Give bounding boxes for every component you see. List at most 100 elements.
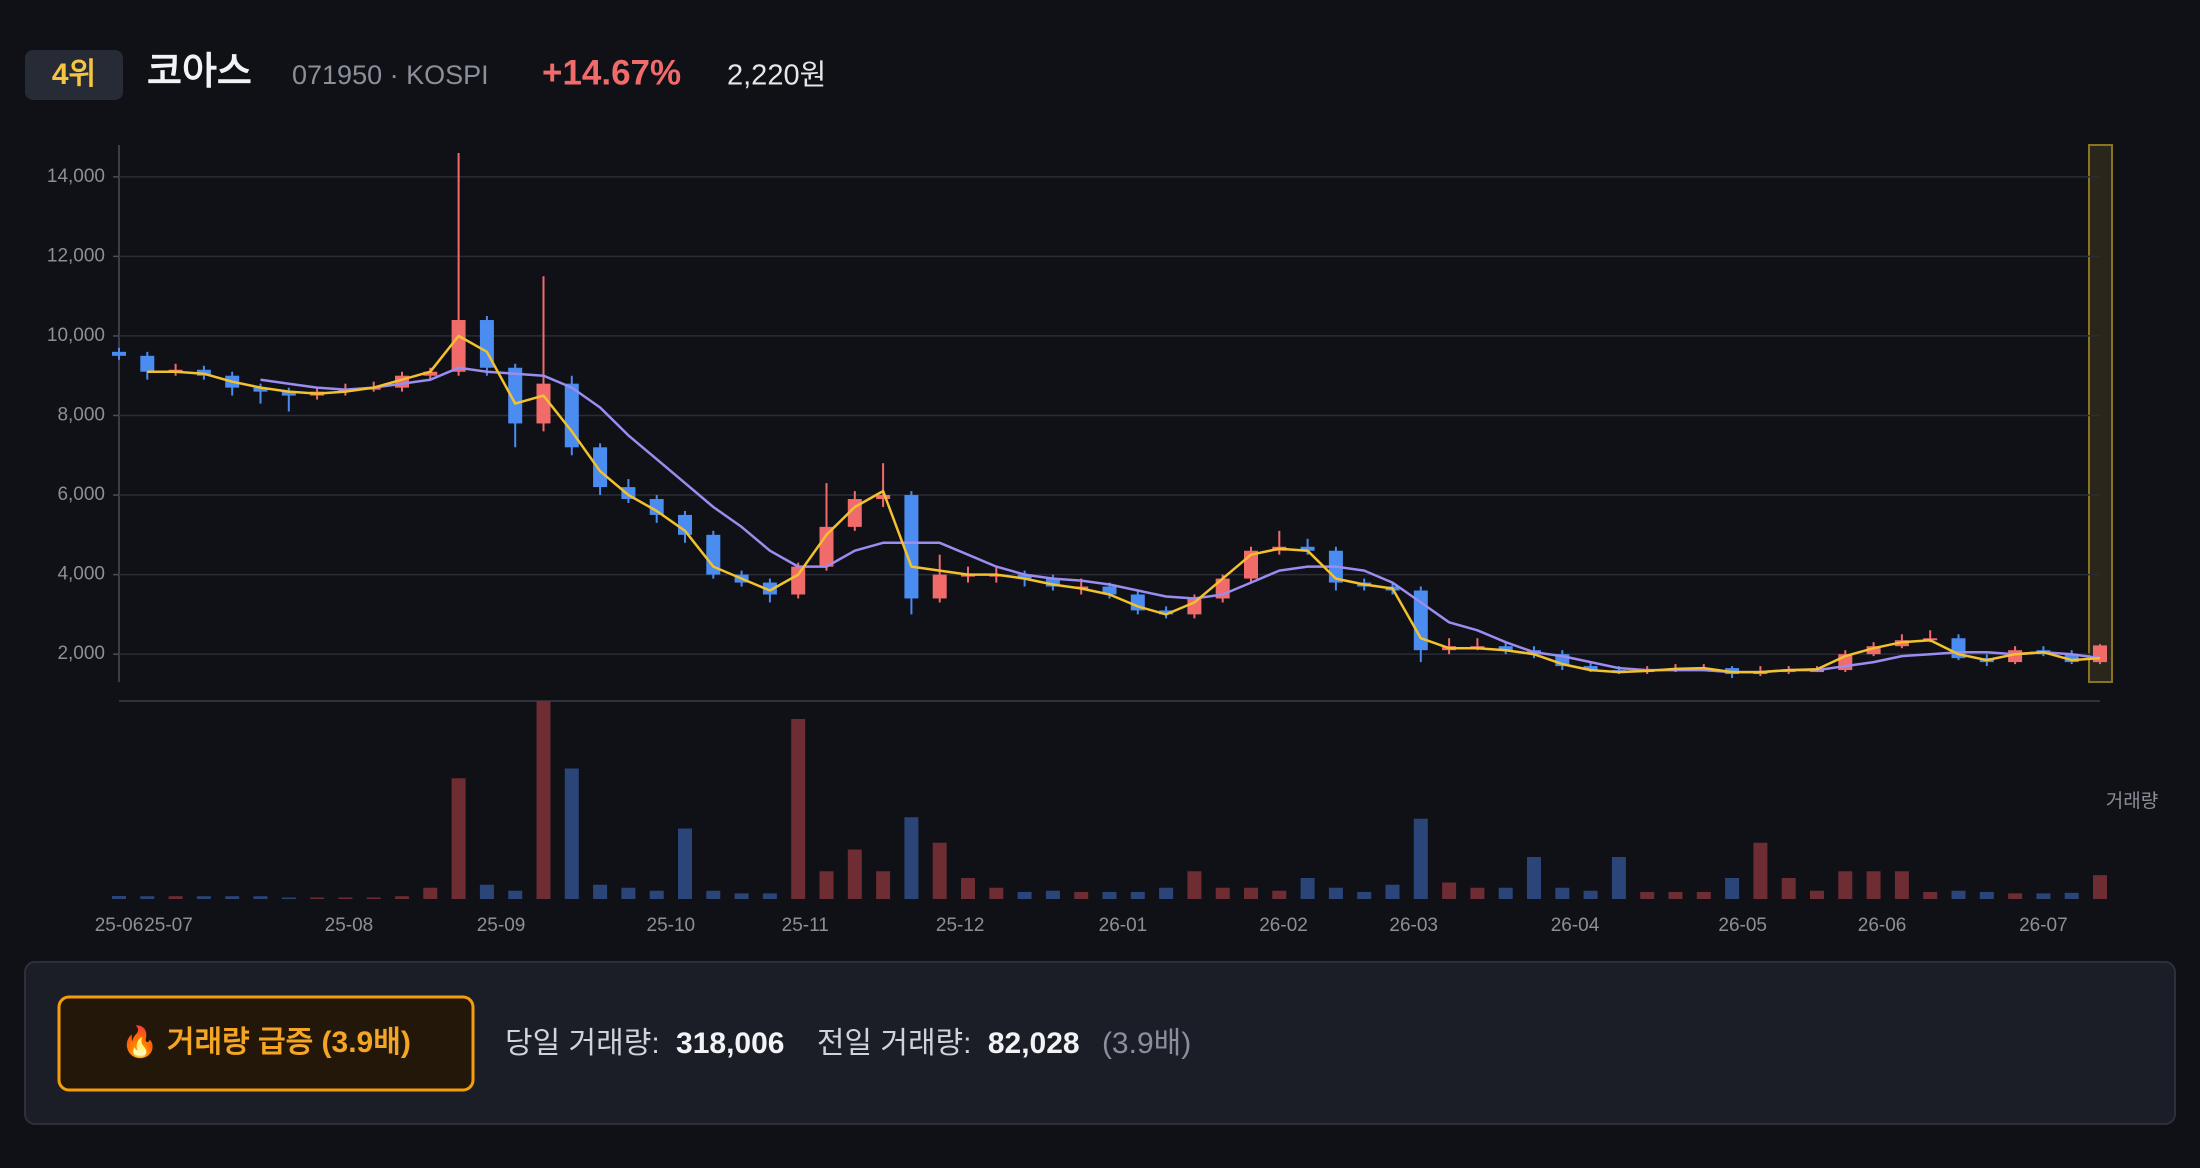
volume-bar <box>734 893 749 899</box>
volume-bar <box>253 896 268 899</box>
today-label: 당일 거래량: <box>505 1027 660 1060</box>
volume-bar <box>1244 887 1258 899</box>
x-tick-label: 26-03 <box>1389 915 1438 936</box>
volume-bar <box>196 896 211 899</box>
volume-bar <box>168 896 183 899</box>
today-highlight <box>2088 144 2113 683</box>
stock-code: 071950 · KOSPI <box>292 60 489 90</box>
volume-bar <box>2064 892 2079 899</box>
candle-body <box>593 447 608 488</box>
y-tick-label: 10,000 <box>47 325 105 346</box>
volume-label: 거래량 <box>2106 790 2158 812</box>
candle-body <box>932 574 947 599</box>
surge-text: 🔥 거래량 급증 (3.9배) <box>121 1024 411 1059</box>
x-tick-label: 25-12 <box>936 915 985 936</box>
volume-bar <box>1696 891 1711 899</box>
candle-body <box>281 391 296 396</box>
y-tick-label: 6,000 <box>57 484 105 505</box>
x-tick-label: 25-07 <box>144 915 193 936</box>
volume-bar <box>1979 891 1994 899</box>
candle-body <box>1102 586 1117 595</box>
volume-bar <box>1045 890 1060 899</box>
volume-bar <box>1894 871 1909 899</box>
candle-body <box>1017 574 1032 579</box>
volume-stats: 당일 거래량: 318,006 전일 거래량: 82,028 (3.9배) <box>505 1027 1191 1060</box>
candle-body <box>706 534 721 575</box>
volume-bar <box>1527 857 1541 899</box>
candle-body <box>451 320 466 372</box>
price: 2,220원 <box>727 60 826 92</box>
volume-bar <box>762 893 777 899</box>
rank: 4위 <box>52 58 96 91</box>
volume-bar <box>1498 887 1513 899</box>
candle-body <box>904 495 919 599</box>
volume-bar <box>1555 887 1570 899</box>
volume-bar <box>791 719 806 899</box>
y-tick-label: 8,000 <box>57 405 105 426</box>
candle-body <box>819 526 834 567</box>
x-tick-label: 26-07 <box>2019 915 2068 936</box>
volume-bar <box>1159 887 1174 899</box>
x-tick-label: 25-06 <box>95 915 144 936</box>
volume-bar <box>1130 891 1145 899</box>
volume-bar <box>1470 887 1485 899</box>
candle-body <box>140 355 155 372</box>
volume-bar <box>112 896 126 899</box>
volume-bar <box>1866 871 1881 899</box>
volume-bar <box>1385 884 1400 899</box>
x-tick-label: 26-01 <box>1099 915 1148 936</box>
x-tick-label: 26-05 <box>1718 915 1767 936</box>
ratio: (3.9배) <box>1102 1027 1191 1060</box>
volume-bar <box>479 884 494 899</box>
volume-bar <box>649 890 664 899</box>
candle-body <box>536 383 551 424</box>
candle-body <box>762 582 777 595</box>
y-tick-label: 2,000 <box>57 643 105 664</box>
y-tick-label: 12,000 <box>47 245 105 266</box>
prev-label: 전일 거래량: <box>817 1027 972 1060</box>
volume-bar <box>593 884 608 899</box>
volume-bar <box>904 817 919 899</box>
candle-body <box>1583 666 1598 671</box>
ma5-line <box>147 334 2101 674</box>
volume-bar <box>508 890 523 899</box>
volume-bar <box>1838 871 1853 899</box>
volume-bar <box>961 878 975 899</box>
candle-body <box>423 371 438 376</box>
x-tick-label: 25-09 <box>477 915 526 936</box>
volume-bar <box>1640 891 1655 899</box>
volume-bar <box>1442 882 1457 899</box>
volume-bar <box>225 896 240 899</box>
candle-body <box>621 487 636 500</box>
candle-body <box>876 495 891 500</box>
candle-body <box>1159 610 1174 615</box>
x-tick-label: 26-06 <box>1858 915 1907 936</box>
candle-body <box>2064 654 2079 663</box>
x-tick-label: 25-08 <box>325 915 374 936</box>
volume-bar <box>423 887 438 899</box>
volume-bar <box>1951 890 1966 899</box>
volume-bar <box>1272 890 1287 899</box>
volume-bar <box>819 871 834 899</box>
candle-body <box>649 499 664 515</box>
stock-name: 코아스 <box>147 51 252 93</box>
today-value: 318,006 <box>676 1027 784 1060</box>
volume-bar <box>451 778 466 899</box>
volume-bar <box>281 897 296 899</box>
candle-body <box>564 383 579 448</box>
volume-bar <box>1810 890 1824 899</box>
volume-bar <box>678 828 692 899</box>
volume-bar <box>310 897 325 899</box>
volume-bar <box>1187 871 1202 899</box>
volume-bar <box>932 842 947 899</box>
volume-bar <box>2036 893 2051 899</box>
candle-body <box>1498 646 1513 651</box>
candle-body <box>1045 578 1060 587</box>
prev-value: 82,028 <box>988 1027 1080 1060</box>
y-tick-label: 14,000 <box>47 166 105 187</box>
volume-bar <box>1725 878 1740 899</box>
volume-bar <box>1102 891 1117 899</box>
volume-bar <box>989 887 1004 899</box>
